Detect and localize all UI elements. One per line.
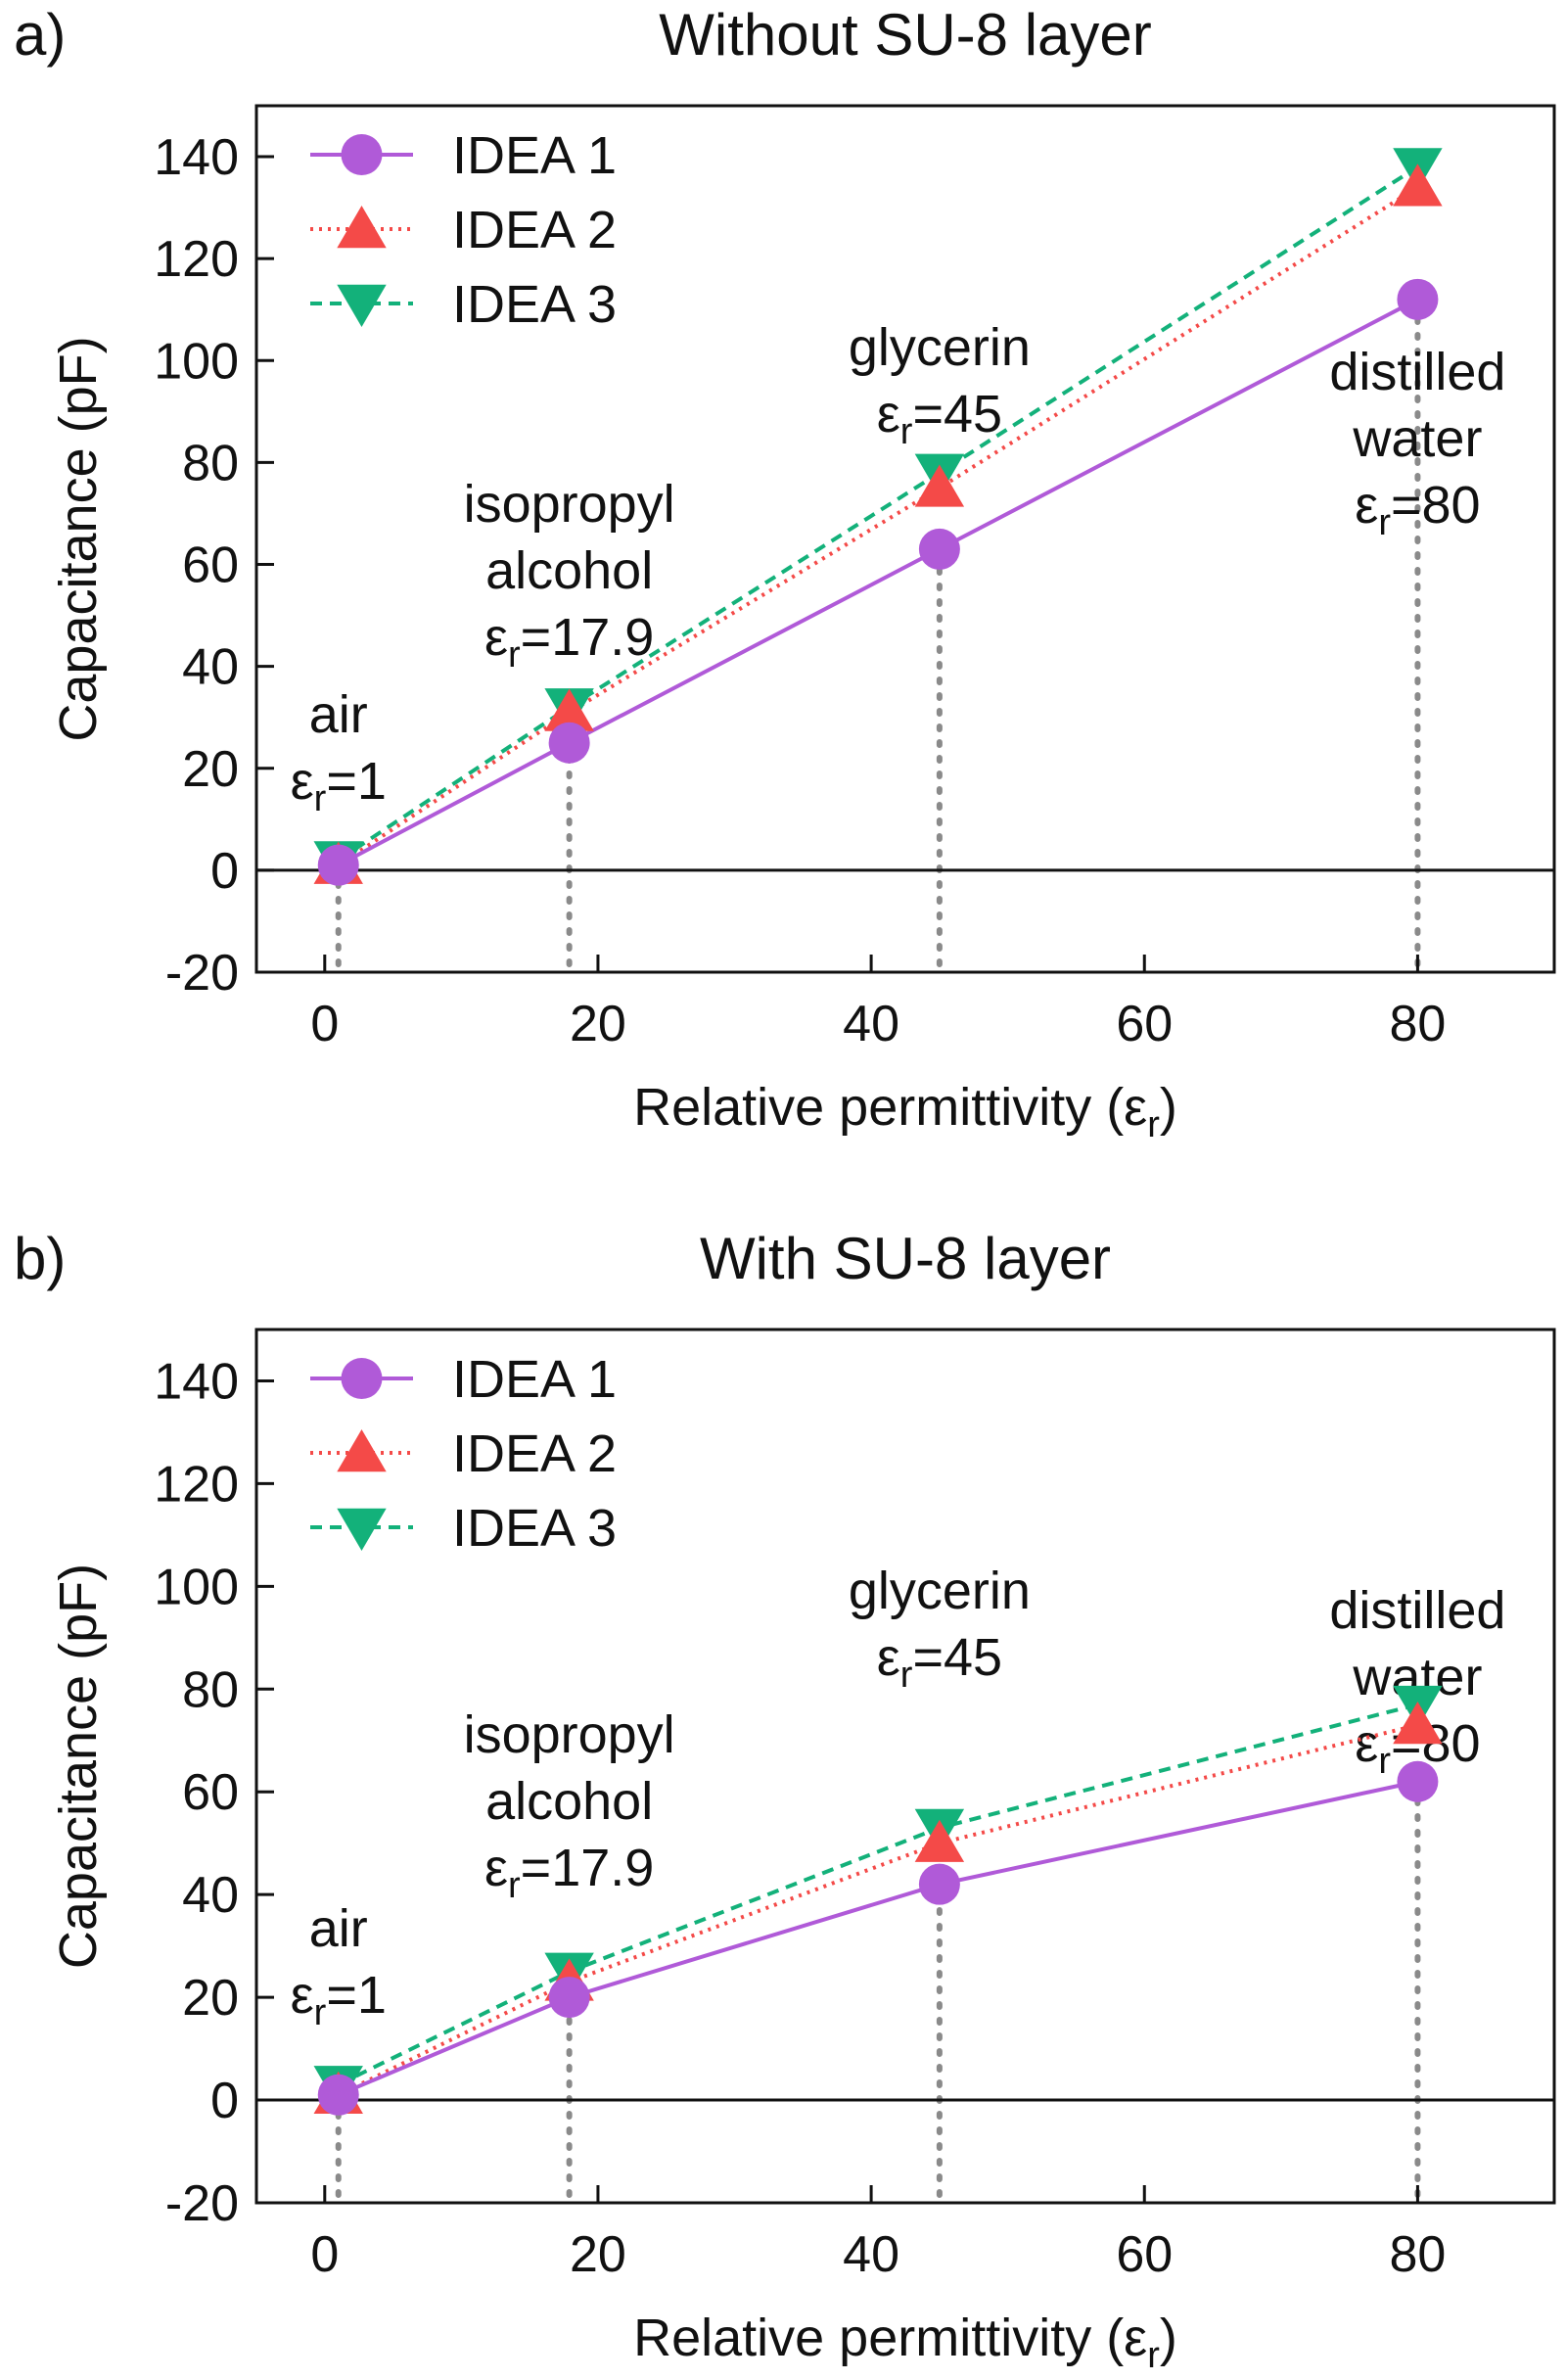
y-tick-label: 60 — [182, 537, 239, 594]
y-tick-label: 0 — [210, 2073, 239, 2129]
x-axis-title: Relative permittivity (εr) — [633, 2309, 1177, 2376]
y-tick-label: 0 — [210, 843, 239, 900]
x-tick-label: 40 — [843, 2226, 899, 2283]
annotation-glycerin-permittivity: εr=45 — [877, 1628, 1002, 1696]
panel-a: a) Without SU-8 layer -20 0 20 40 60 80 100 120 14… — [14, 2, 1556, 1145]
panel-label: b) — [14, 1226, 66, 1291]
legend-label-idea-3: IDEA 3 — [452, 275, 617, 334]
plot-frame — [254, 1328, 1556, 2205]
x-tick-label: 0 — [310, 2226, 339, 2283]
legend-label-idea-2: IDEA 2 — [452, 1424, 617, 1483]
y-axis-title: Capacitance (pF) — [49, 336, 108, 741]
y-tick-label: 100 — [154, 333, 239, 390]
x-axis-title: Relative permittivity (εr) — [633, 1078, 1177, 1145]
y-tick-label: -20 — [165, 945, 239, 1002]
chart-title: With SU-8 layer — [700, 1226, 1111, 1291]
y-tick-label: 120 — [154, 1456, 239, 1513]
panel-b: b) With SU-8 layer -20 0 20 40 60 80 100 120 140 0 2… — [14, 1226, 1556, 2376]
annotation-glycerin-permittivity: εr=45 — [877, 385, 1002, 452]
annotation-distilled-water-line: distilled — [1329, 1581, 1505, 1640]
legend-marker-idea-3 — [337, 284, 387, 327]
y-tick-label: 60 — [182, 1764, 239, 1821]
data-point-idea-2 — [1393, 163, 1443, 207]
data-point-idea-1 — [317, 2074, 359, 2116]
x-tick-label: 40 — [843, 996, 899, 1052]
y-tick-label: 120 — [154, 231, 239, 288]
series-line-idea-1 — [337, 298, 1419, 867]
legend-marker-idea-1 — [341, 134, 383, 175]
data-point-idea-2 — [914, 1819, 965, 1862]
y-tick-label: 100 — [154, 1559, 239, 1615]
data-point-idea-1 — [918, 1863, 960, 1905]
series-line-idea-2 — [337, 185, 1419, 867]
x-tick-label: 20 — [570, 996, 626, 1052]
y-tick-label: 40 — [182, 1867, 239, 1924]
annotation-distilled-water-permittivity: εr=80 — [1355, 476, 1480, 543]
data-point-idea-1 — [1397, 1760, 1439, 1802]
annotation-air-line: air — [309, 685, 368, 744]
annotation-glycerin-line: glycerin — [849, 1562, 1031, 1620]
annotation-distilled-water-line: water — [1352, 409, 1482, 468]
y-axis-title: Capacitance (pF) — [49, 1563, 108, 1969]
x-tick-label: 80 — [1389, 996, 1446, 1052]
annotation-isopropyl-alcohol-permittivity: εr=17.9 — [484, 1839, 654, 1906]
legend-marker-idea-1 — [341, 1358, 383, 1399]
annotation-distilled-water-line: distilled — [1329, 343, 1505, 401]
x-tick-label: 80 — [1389, 2226, 1446, 2283]
data-point-idea-1 — [1397, 278, 1439, 320]
series-line-idea-3 — [337, 1703, 1418, 2087]
y-tick-label: -20 — [165, 2175, 239, 2232]
annotation-isopropyl-alcohol-line: isopropyl — [464, 1705, 675, 1764]
legend-label-idea-2: IDEA 2 — [452, 201, 617, 259]
x-tick-label: 60 — [1116, 996, 1173, 1052]
data-point-idea-2 — [544, 688, 594, 731]
x-tick-label: 20 — [570, 2226, 626, 2283]
legend-marker-idea-3 — [337, 1508, 387, 1551]
annotation-isopropyl-alcohol-permittivity: εr=17.9 — [484, 608, 654, 676]
legend-label-idea-3: IDEA 3 — [452, 1499, 617, 1558]
annotation-air-line: air — [309, 1899, 368, 1958]
x-tick-label: 60 — [1116, 2226, 1173, 2283]
y-tick-label: 140 — [154, 1353, 239, 1410]
annotation-air-permittivity: εr=1 — [291, 752, 387, 819]
y-tick-label: 80 — [182, 1661, 239, 1718]
y-tick-label: 20 — [182, 741, 239, 798]
annotation-isopropyl-alcohol-line: alcohol — [485, 541, 653, 600]
chart-title: Without SU-8 layer — [659, 2, 1152, 68]
y-tick-label: 140 — [154, 129, 239, 186]
annotation-air-permittivity: εr=1 — [291, 1966, 387, 2033]
panel-label: a) — [14, 2, 66, 68]
annotation-isopropyl-alcohol-line: alcohol — [485, 1772, 653, 1831]
x-tick-label: 0 — [310, 996, 339, 1052]
data-point-idea-1 — [548, 1977, 590, 2019]
plot-frame — [254, 104, 1556, 974]
legend-marker-idea-2 — [337, 206, 387, 249]
annotation-glycerin-line: glycerin — [849, 318, 1031, 377]
legend-label-idea-1: IDEA 1 — [452, 126, 617, 185]
y-tick-label: 80 — [182, 435, 239, 491]
data-point-idea-1 — [317, 844, 359, 886]
series-line-idea-1 — [337, 1779, 1418, 2097]
y-tick-label: 40 — [182, 639, 239, 696]
legend-marker-idea-2 — [337, 1429, 387, 1472]
legend-label-idea-1: IDEA 1 — [452, 1350, 617, 1409]
data-point-idea-1 — [918, 528, 960, 570]
data-point-idea-2 — [914, 464, 965, 507]
annotation-isopropyl-alcohol-line: isopropyl — [464, 475, 675, 534]
series-line-idea-2 — [337, 1723, 1418, 2097]
series-line-idea-3 — [337, 164, 1419, 863]
data-point-idea-1 — [548, 722, 590, 764]
y-tick-label: 20 — [182, 1970, 239, 2027]
data-point-idea-2 — [1393, 1702, 1443, 1745]
